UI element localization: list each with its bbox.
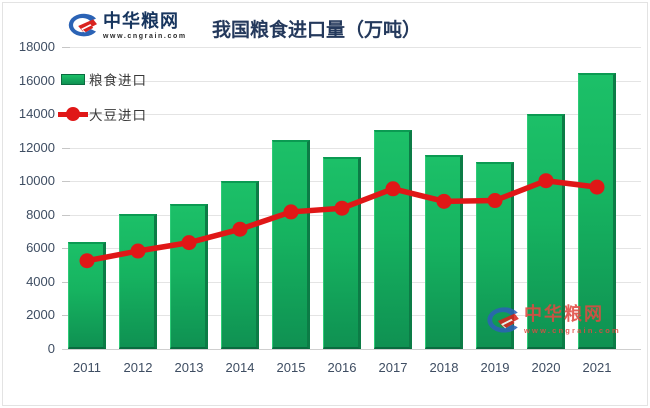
soybean-data-point [232,221,248,237]
soybean-data-point [538,173,554,189]
cngrain-logo: 中华粮网 www.cngrain.com [62,10,187,42]
y-axis-tick [62,147,70,149]
legend-item-grain: 粮食进口 [58,70,147,88]
gridline [62,80,641,82]
grain-import-bar [221,180,259,349]
y-axis-tick [62,281,70,283]
soybean-line-swatch [58,106,88,121]
gridline [62,47,641,48]
soybean-data-point [589,179,605,195]
y-axis-label: 6000 [26,240,55,256]
y-axis-tick [62,214,70,216]
legend: 粮食进口 大豆进口 [58,70,147,140]
soybean-data-point [385,181,401,197]
y-axis-label: 0 [47,341,55,356]
x-axis-label: 2021 [582,360,612,375]
y-axis-tick [62,181,70,183]
y-axis-tick [62,47,70,48]
cngrain-logo-text: 中华粮网 www.cngrain.com [103,10,187,41]
grain-bar-swatch [61,73,85,85]
x-axis-label: 2012 [123,360,153,375]
x-axis-label: 2017 [378,360,408,375]
watermark-url: www.cngrain.com [524,326,621,335]
cngrain-logo-name: 中华粮网 [103,11,179,31]
y-axis-label: 2000 [26,307,55,323]
x-axis-label: 2019 [480,360,510,375]
x-axis-label: 2011 [73,360,101,375]
soybean-data-point [436,193,452,209]
chart-title: 我国粮食进口量（万吨） [212,20,422,41]
cngrain-logo-url: www.cngrain.com [103,33,187,40]
grain-import-bar [170,203,208,349]
gridline [62,114,641,116]
x-axis-label: 2016 [327,360,357,375]
grain-import-bar [578,73,616,349]
y-axis-label: 16000 [18,72,55,88]
soybean-data-point [334,200,350,216]
y-axis-label: 18000 [18,39,55,54]
grain-import-bar [323,156,361,349]
legend-label-soybean: 大豆进口 [89,108,147,123]
grain-import-bar [527,114,565,349]
cngrain-watermark-g-icon [487,307,519,333]
y-axis-label: 10000 [18,173,55,189]
soybean-data-point [181,235,197,251]
cngrain-watermark: 中华粮网 www.cngrain.com [480,302,621,340]
soybean-import-line [86,177,598,264]
watermark-name: 中华粮网 [524,304,604,324]
y-axis-tick [62,315,70,317]
soybean-data-point [283,204,299,220]
x-axis-label: 2014 [225,360,255,375]
soybean-data-point [487,193,503,209]
grain-import-bar [272,139,310,349]
x-axis-label: 2015 [276,360,306,375]
legend-item-soybean: 大豆进口 [58,105,147,123]
x-axis-line [62,349,641,350]
y-axis-label: 14000 [18,106,55,122]
soybean-data-point [130,243,146,259]
grain-import-bar [425,155,463,349]
cngrain-g-icon [68,13,97,37]
legend-label-grain: 粮食进口 [89,73,147,88]
y-axis-tick [62,248,70,250]
y-axis-label: 4000 [26,273,55,289]
y-axis-label: 8000 [26,206,55,222]
grain-import-bar [374,129,412,349]
grain-import-bar [119,214,157,349]
x-axis-label: 2013 [174,360,204,375]
x-axis-label: 2020 [531,360,561,375]
x-axis-label: 2018 [429,360,459,375]
soybean-data-point [79,253,95,269]
watermark-text: 中华粮网 www.cngrain.com [524,302,621,336]
gridline [62,147,641,149]
y-axis-label: 12000 [18,139,55,155]
